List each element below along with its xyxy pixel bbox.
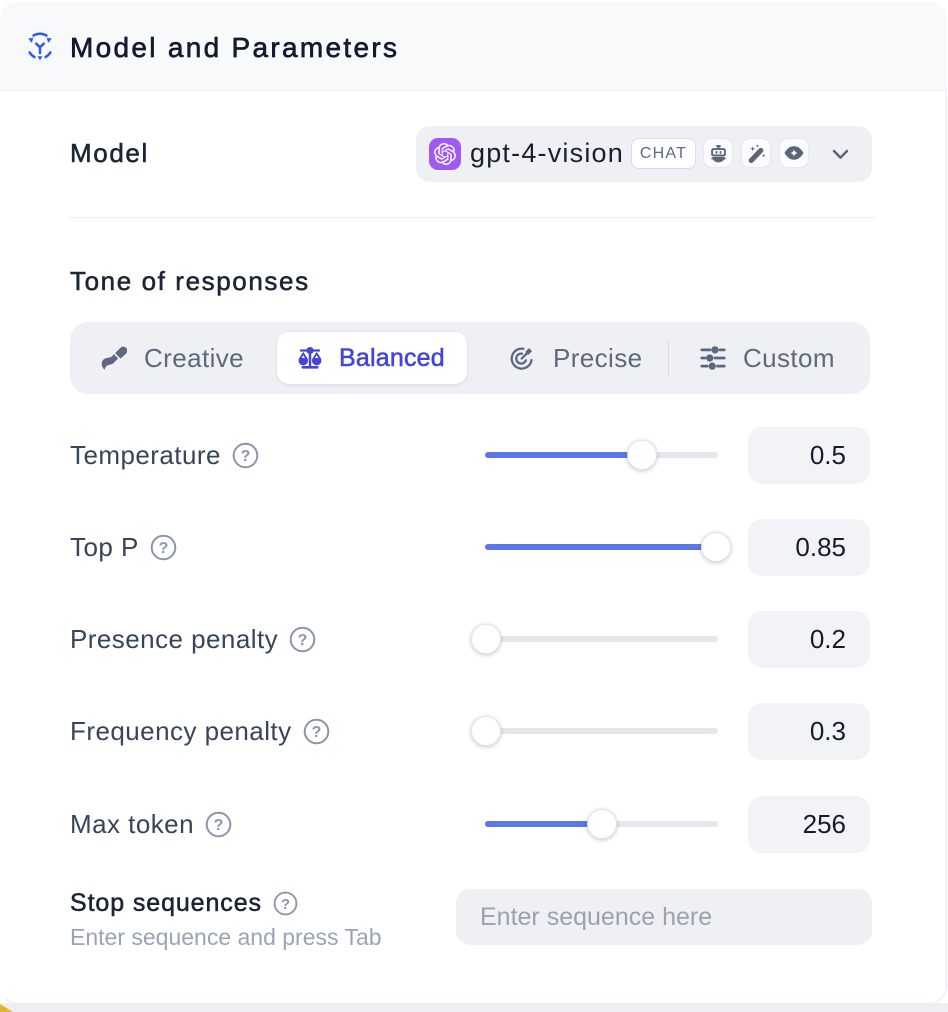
- svg-text:?: ?: [214, 817, 224, 834]
- svg-text:?: ?: [241, 448, 251, 465]
- svg-text:?: ?: [298, 632, 308, 649]
- svg-text:?: ?: [281, 897, 290, 913]
- svg-text:?: ?: [158, 540, 168, 557]
- svg-text:?: ?: [311, 724, 321, 741]
